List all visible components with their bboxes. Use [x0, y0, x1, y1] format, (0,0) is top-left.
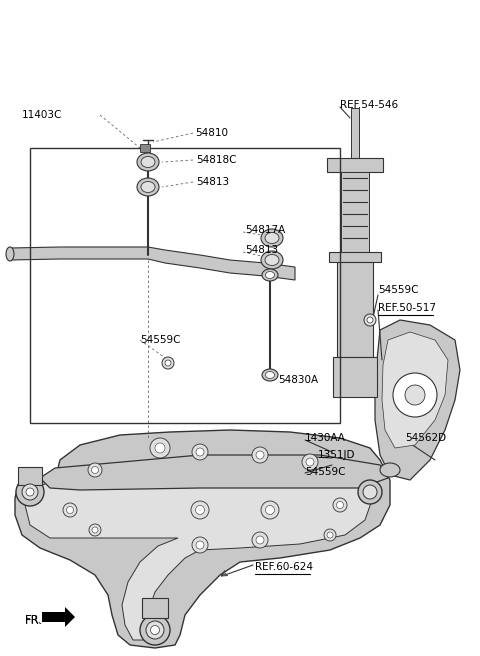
Bar: [140, 144, 150, 152]
Circle shape: [92, 527, 98, 533]
Ellipse shape: [261, 229, 283, 247]
Circle shape: [336, 501, 344, 508]
Ellipse shape: [265, 232, 279, 243]
Text: REF.54-546: REF.54-546: [340, 100, 398, 110]
Polygon shape: [382, 332, 448, 448]
Ellipse shape: [141, 157, 155, 167]
Circle shape: [196, 541, 204, 549]
Bar: [30, 148, 340, 423]
Text: 54813: 54813: [196, 177, 229, 187]
Text: 54559C: 54559C: [140, 335, 180, 345]
Ellipse shape: [358, 480, 382, 504]
Circle shape: [306, 458, 314, 466]
Text: 11403C: 11403C: [22, 110, 62, 120]
Text: 54559C: 54559C: [378, 285, 419, 295]
Circle shape: [89, 524, 101, 536]
Ellipse shape: [380, 463, 400, 477]
Circle shape: [256, 451, 264, 459]
Circle shape: [196, 448, 204, 456]
Circle shape: [327, 532, 333, 538]
Circle shape: [150, 438, 170, 458]
Ellipse shape: [151, 626, 159, 634]
Circle shape: [88, 463, 102, 477]
Circle shape: [67, 506, 73, 514]
Ellipse shape: [146, 621, 164, 639]
Ellipse shape: [137, 178, 159, 196]
Bar: [18, 467, 42, 485]
Text: 1430AA: 1430AA: [305, 433, 346, 443]
Bar: [333, 357, 377, 397]
Circle shape: [302, 454, 318, 470]
Text: 54810: 54810: [195, 128, 228, 138]
Ellipse shape: [265, 272, 275, 279]
Circle shape: [256, 536, 264, 544]
Ellipse shape: [16, 478, 44, 506]
Bar: [329, 252, 381, 262]
Circle shape: [165, 360, 171, 366]
Text: FR.: FR.: [25, 615, 41, 625]
Bar: [142, 598, 168, 618]
Polygon shape: [10, 247, 295, 280]
Bar: [327, 158, 383, 172]
Circle shape: [252, 447, 268, 463]
Circle shape: [324, 529, 336, 541]
Ellipse shape: [265, 371, 275, 379]
Ellipse shape: [26, 488, 34, 496]
Polygon shape: [40, 455, 388, 490]
Polygon shape: [25, 458, 372, 640]
Circle shape: [393, 373, 437, 417]
Circle shape: [333, 498, 347, 512]
Bar: [337, 262, 373, 357]
Text: 54562D: 54562D: [405, 433, 446, 443]
Ellipse shape: [265, 255, 279, 266]
Ellipse shape: [261, 251, 283, 269]
Ellipse shape: [262, 269, 278, 281]
Ellipse shape: [363, 485, 377, 499]
Bar: [341, 172, 369, 252]
Circle shape: [192, 444, 208, 460]
Polygon shape: [15, 430, 390, 648]
Ellipse shape: [262, 369, 278, 381]
Text: 54830A: 54830A: [278, 375, 318, 385]
Text: 54813: 54813: [245, 245, 278, 255]
Circle shape: [191, 501, 209, 519]
Circle shape: [162, 357, 174, 369]
Text: FR.: FR.: [25, 613, 43, 626]
Circle shape: [364, 314, 376, 326]
Bar: [351, 108, 359, 158]
Ellipse shape: [6, 247, 14, 261]
Circle shape: [367, 317, 373, 323]
Ellipse shape: [137, 153, 159, 171]
Circle shape: [265, 506, 275, 514]
Circle shape: [405, 385, 425, 405]
Text: 54817A: 54817A: [245, 225, 285, 235]
Ellipse shape: [140, 615, 170, 645]
Ellipse shape: [22, 484, 38, 500]
Circle shape: [261, 501, 279, 519]
Circle shape: [252, 532, 268, 548]
Text: 54818C: 54818C: [196, 155, 237, 165]
Polygon shape: [375, 320, 460, 480]
Circle shape: [155, 443, 165, 453]
Text: REF.60-624: REF.60-624: [255, 562, 313, 572]
Circle shape: [192, 537, 208, 553]
Circle shape: [63, 503, 77, 517]
Circle shape: [92, 466, 98, 474]
Ellipse shape: [141, 182, 155, 192]
Text: 1351JD: 1351JD: [318, 450, 356, 460]
Circle shape: [195, 506, 204, 514]
Polygon shape: [42, 607, 75, 627]
Text: 54559C: 54559C: [305, 467, 346, 477]
Text: REF.50-517: REF.50-517: [378, 303, 436, 313]
